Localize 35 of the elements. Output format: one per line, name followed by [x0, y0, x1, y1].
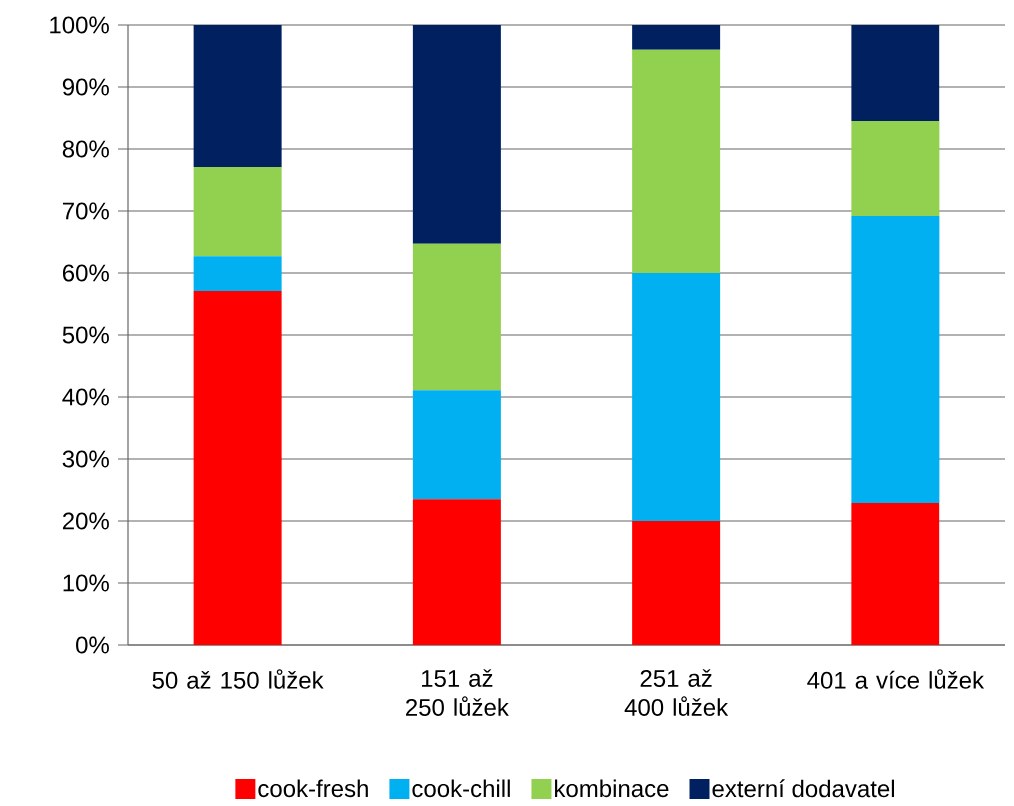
- bar: [851, 215, 940, 504]
- y-tick-label: 100%: [50, 16, 109, 34]
- bar: [632, 521, 721, 645]
- y-tick-label: 50%: [62, 326, 109, 344]
- y-tick-label: 60%: [62, 264, 109, 282]
- bar: [412, 25, 501, 244]
- bar: [193, 166, 282, 257]
- bar: [412, 499, 501, 645]
- bar: [851, 25, 940, 122]
- y-tick-label: 0%: [76, 636, 109, 654]
- y-tick-label: 70%: [62, 202, 109, 220]
- bar: [193, 290, 282, 645]
- y-tick-label: 40%: [62, 388, 109, 406]
- bar: [632, 49, 721, 273]
- bar: [632, 25, 721, 50]
- y-tick-label: 10%: [63, 574, 109, 592]
- y-tick-label: 80%: [62, 140, 109, 158]
- legend-label: kombinace: [555, 779, 669, 798]
- y-tick-label: 90%: [62, 78, 109, 96]
- bar: [851, 503, 940, 645]
- x-tick-label: 151 až 250 lůžek: [406, 669, 509, 716]
- y-tick-label: 20%: [62, 512, 109, 530]
- bar: [632, 273, 721, 521]
- bar: [412, 243, 501, 391]
- legend-label: cook-chill: [412, 779, 510, 798]
- y-tick-label: 30%: [62, 450, 109, 468]
- x-tick-label: 251 až 400 lůžek: [624, 669, 729, 716]
- bar: [851, 121, 940, 216]
- legend-label: externí dodavatel: [712, 779, 894, 798]
- bar: [412, 390, 501, 500]
- x-tick-label: 50 až 150 lůžek: [152, 669, 324, 689]
- bar: [193, 256, 282, 291]
- bar: [193, 25, 282, 167]
- legend-label: cook-fresh: [258, 779, 368, 798]
- x-tick-label: 401 a více lůžek: [807, 669, 985, 689]
